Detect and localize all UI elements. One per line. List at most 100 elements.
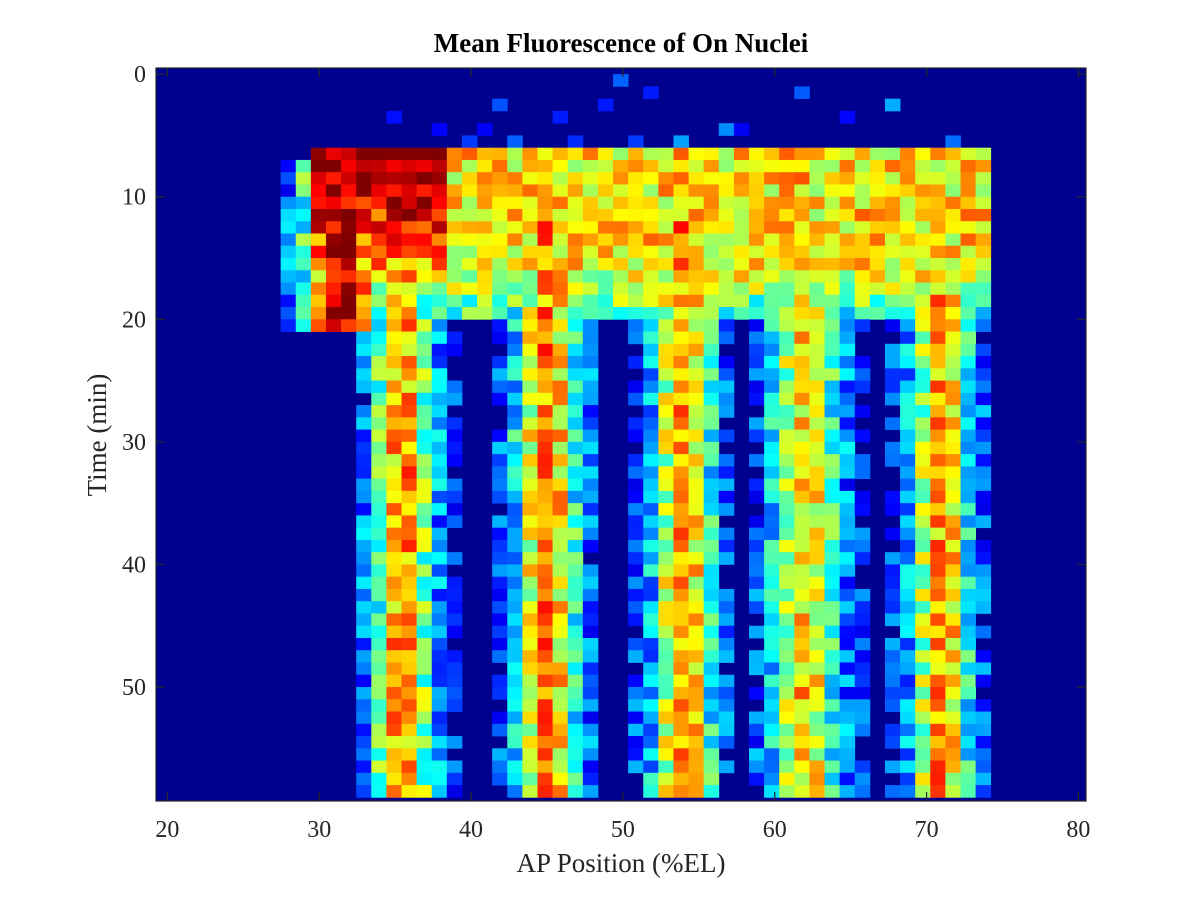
heatmap-cell <box>794 601 810 614</box>
heatmap-cell <box>809 490 825 504</box>
heatmap-cell <box>401 245 418 259</box>
heatmap-cell <box>552 466 569 480</box>
heatmap-cell <box>356 637 372 651</box>
heatmap-cell <box>431 601 448 614</box>
heatmap-cell <box>522 674 538 688</box>
heatmap-cell <box>371 392 387 406</box>
heatmap-cell <box>537 417 553 430</box>
heatmap-cell <box>945 490 961 504</box>
heatmap-cell <box>628 760 644 774</box>
heatmap-cell <box>960 699 977 712</box>
heatmap-cell <box>688 527 705 541</box>
heatmap-cell <box>718 221 735 234</box>
heatmap-cell <box>386 736 402 749</box>
heatmap-cell <box>371 405 387 418</box>
heatmap-cell <box>718 196 735 210</box>
heatmap-cell <box>945 429 961 443</box>
heatmap-cell <box>431 282 448 296</box>
heatmap-cell <box>552 478 569 492</box>
heatmap-cell <box>492 282 508 296</box>
heatmap-cell <box>431 429 448 443</box>
heatmap-cell <box>356 356 372 369</box>
heatmap-cell <box>597 208 614 222</box>
heatmap-cell <box>900 368 916 381</box>
heatmap-cell <box>930 282 946 296</box>
heatmap-cell <box>371 625 387 639</box>
heatmap-cell <box>582 172 599 185</box>
heatmap-cell <box>764 650 780 663</box>
heatmap-cell <box>658 184 674 198</box>
heatmap-cell <box>567 319 584 332</box>
heatmap-cell <box>658 343 674 357</box>
heatmap-cell <box>507 674 523 688</box>
heatmap-cell <box>764 454 780 467</box>
heatmap-cell <box>643 625 659 639</box>
heatmap-cell <box>356 539 372 553</box>
heatmap-cell <box>401 184 418 198</box>
heatmap-cell <box>779 454 795 467</box>
heatmap-cell <box>522 307 538 320</box>
heatmap-cell <box>779 147 795 161</box>
heatmap-cell <box>824 699 841 712</box>
heatmap-cell <box>356 674 372 688</box>
heatmap-cell <box>915 515 931 529</box>
heatmap-cell <box>854 172 871 185</box>
heatmap-cell <box>809 478 825 492</box>
heatmap-cell <box>643 601 659 614</box>
heatmap-cell <box>537 723 553 737</box>
heatmap-cell <box>371 233 387 247</box>
heatmap-cell <box>794 147 810 161</box>
heatmap-cell <box>794 564 810 578</box>
heatmap-cell <box>356 650 372 663</box>
heatmap-cell <box>386 196 402 210</box>
heatmap-cell <box>960 257 977 271</box>
heatmap-cell <box>537 441 553 455</box>
heatmap-cell <box>356 233 372 247</box>
heatmap-cell <box>567 172 584 185</box>
heatmap-cell <box>401 699 418 712</box>
heatmap-cell <box>492 625 508 639</box>
heatmap-cell <box>884 441 901 455</box>
heatmap-cell <box>764 576 780 590</box>
y-axis-label: Time (min) <box>82 374 112 497</box>
heatmap-cell <box>854 527 871 541</box>
heatmap-cell <box>915 282 931 296</box>
heatmap-cell <box>764 147 780 161</box>
heatmap-cell <box>628 527 644 541</box>
heatmap-cell <box>507 772 523 786</box>
heatmap-cell <box>401 736 418 749</box>
heatmap-cell <box>749 760 765 774</box>
heatmap-cell <box>643 588 659 602</box>
heatmap-cell <box>718 257 735 271</box>
heatmap-cell <box>779 245 795 259</box>
heatmap-cell <box>930 515 946 529</box>
heatmap-cell <box>975 699 992 712</box>
heatmap-cell <box>688 674 705 688</box>
heatmap-cell <box>703 441 720 455</box>
heatmap-cell <box>809 760 825 774</box>
x-axis-ticks: 20 30 40 50 60 70 80 <box>155 68 1090 843</box>
heatmap-cell <box>567 687 584 700</box>
heatmap-cell <box>537 172 553 185</box>
heatmap-cell <box>975 711 992 725</box>
heatmap-cell <box>613 74 629 87</box>
heatmap-cell <box>295 319 312 332</box>
heatmap-cell <box>597 282 614 296</box>
heatmap-cell <box>794 417 810 430</box>
heatmap-cell <box>507 270 523 283</box>
heatmap-cell <box>537 319 553 332</box>
heatmap-cell <box>718 123 735 136</box>
heatmap-cell <box>975 270 992 283</box>
heatmap-cell <box>854 405 871 418</box>
heatmap-cell <box>794 527 810 541</box>
heatmap-cell <box>960 429 977 443</box>
heatmap-cell <box>492 356 508 369</box>
heatmap-cell <box>749 588 765 602</box>
heatmap-cell <box>582 307 599 320</box>
heatmap-cell <box>567 307 584 320</box>
heatmap-cell <box>688 245 705 259</box>
heatmap-cell <box>401 356 418 369</box>
heatmap-cell <box>794 736 810 749</box>
heatmap-cell <box>416 503 433 516</box>
heatmap-cell <box>401 503 418 516</box>
